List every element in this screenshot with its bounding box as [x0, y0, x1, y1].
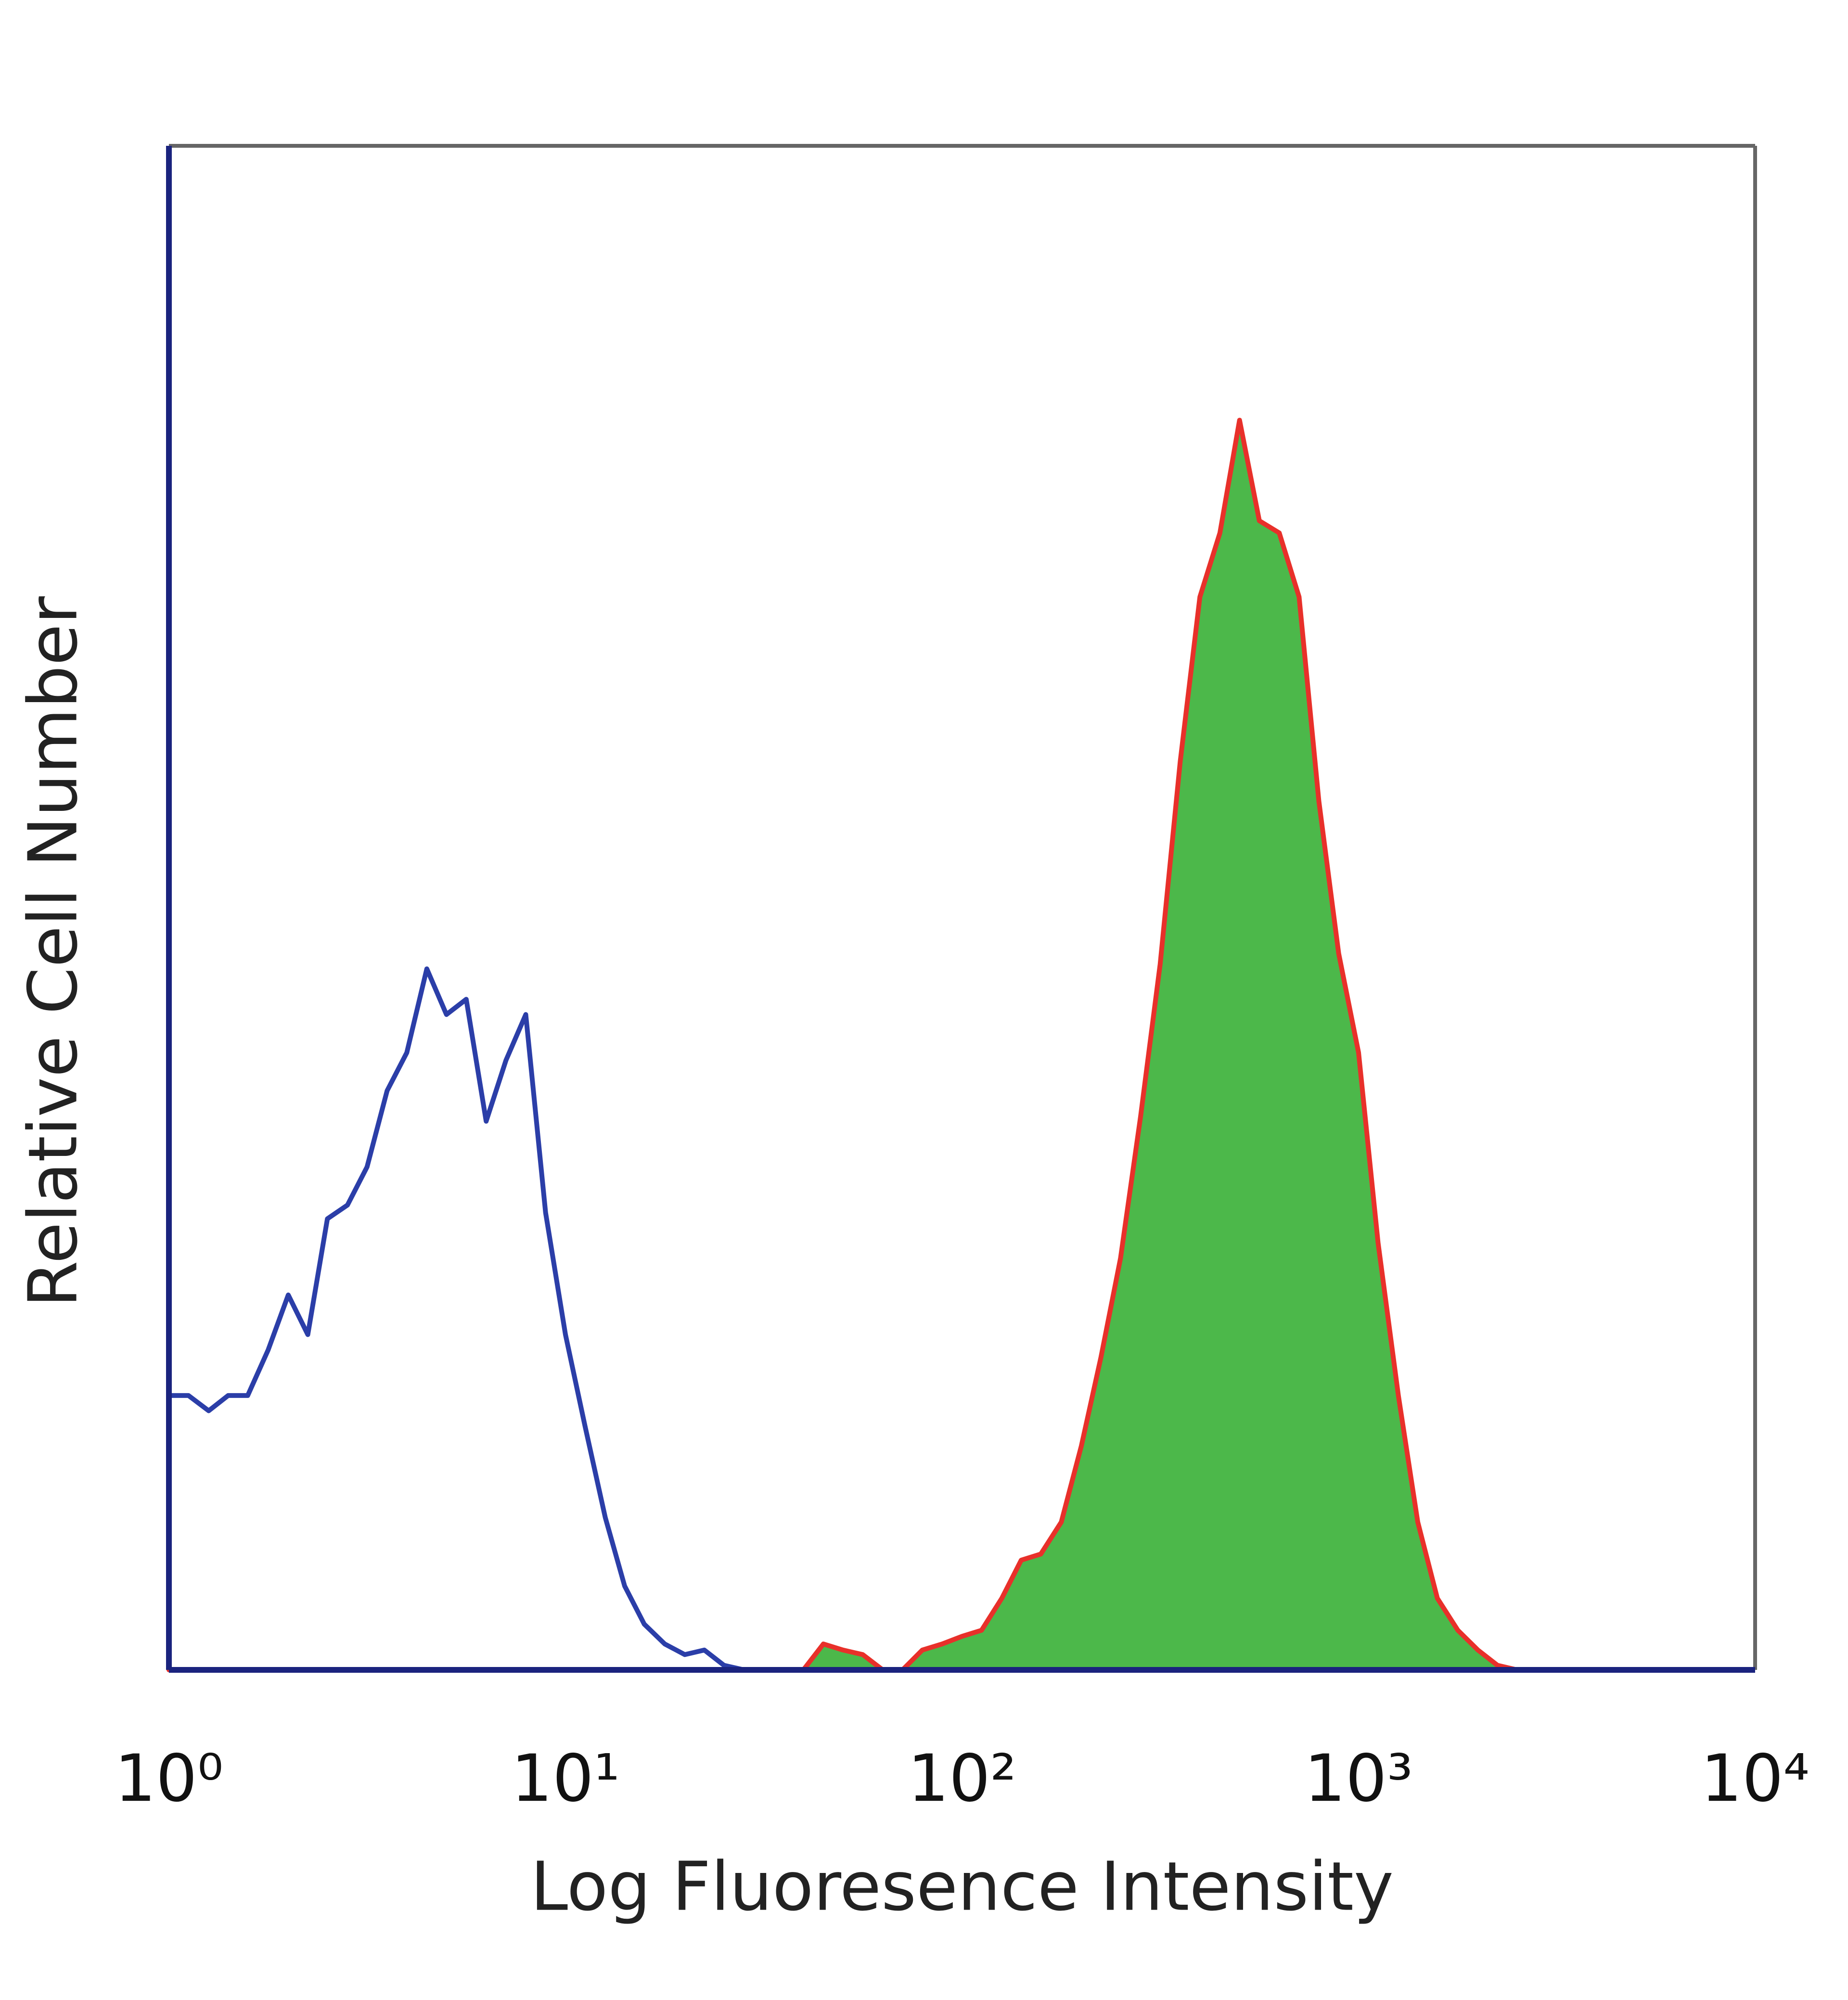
y-axis-label: Relative Cell Number [14, 596, 93, 1308]
x-tick-label: 10³ [1304, 1741, 1413, 1816]
x-tick-label: 10² [908, 1741, 1016, 1816]
x-tick-label: 10¹ [511, 1741, 620, 1816]
series-line [167, 418, 1599, 1672]
x-axis-label: Log Fluoresence Intensity [530, 1848, 1394, 1926]
x-tick-label: 10⁴ [1701, 1741, 1810, 1816]
x-tick-label: 10⁰ [115, 1741, 223, 1816]
